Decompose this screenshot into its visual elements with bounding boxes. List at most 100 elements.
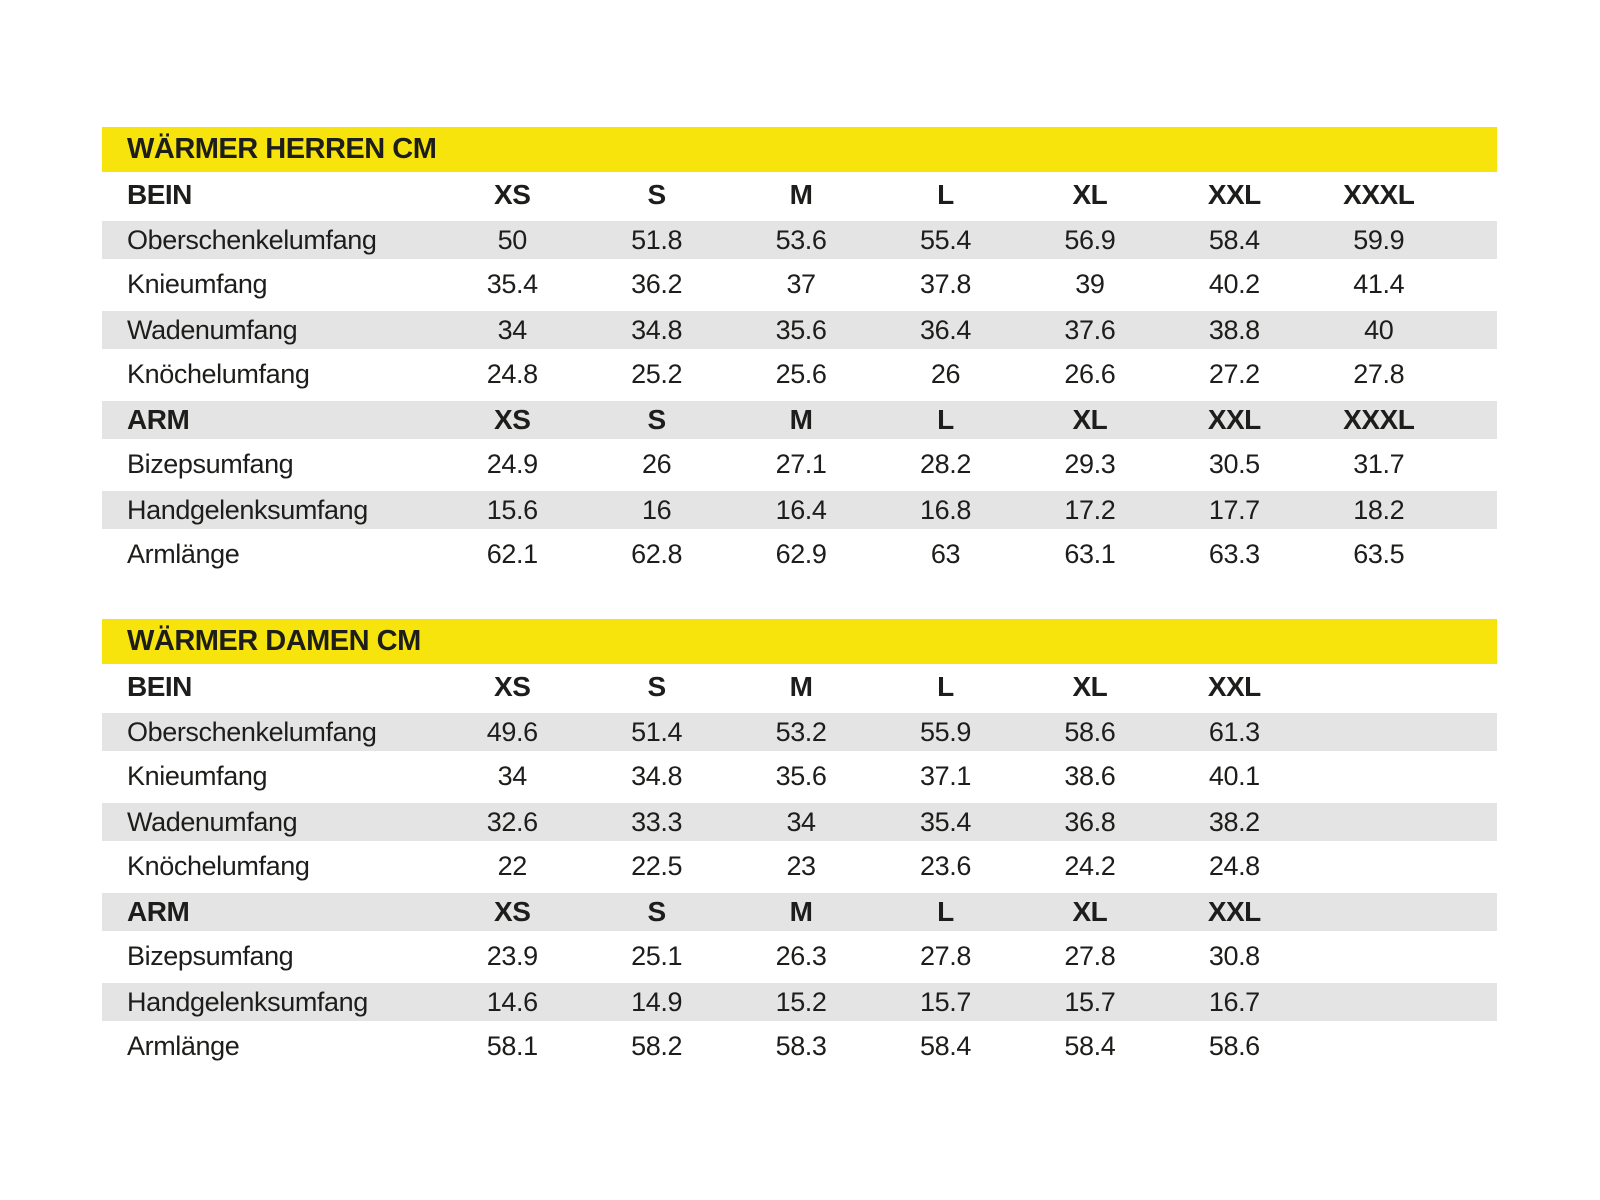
size-header-cell: L [937, 896, 954, 927]
value-cell: 35.6 [775, 314, 827, 345]
value-cell: 16.4 [775, 494, 827, 525]
value-cell: 23 [786, 851, 816, 881]
size-header-cell: S [647, 670, 667, 702]
value-cell: 24.8 [1208, 851, 1260, 881]
size-header-cell: XL [1072, 404, 1108, 435]
row-label: Handgelenksumfang [127, 986, 368, 1017]
row-label: Knöchelumfang [127, 359, 310, 389]
value-cell: 15.6 [486, 494, 538, 525]
value-cell: 63.3 [1208, 539, 1260, 569]
table-title-band: WÄRMER HERREN CM [102, 127, 1497, 172]
value-cell: 59.9 [1353, 224, 1405, 255]
table-row: Handgelenksumfang 15.6 16 16.4 16.8 17.2 17.7 1… [102, 487, 1497, 532]
value-cell: 30.5 [1208, 449, 1260, 479]
value-cell: 22.5 [631, 851, 683, 881]
section-header-label: BEIN [127, 178, 192, 210]
value-cell: 35.4 [486, 269, 538, 299]
size-header-cell: M [789, 178, 813, 210]
value-cell: 38.8 [1208, 314, 1260, 345]
value-cell: 35.4 [920, 806, 971, 837]
size-header-cell: L [937, 404, 954, 435]
value-cell: 55.9 [920, 716, 971, 747]
value-cell: 33.3 [631, 806, 683, 837]
value-cell: 58.4 [1208, 224, 1260, 255]
row-label: Knieumfang [127, 761, 268, 791]
row-label: Oberschenkelumfang [127, 716, 377, 747]
value-cell: 58.6 [1064, 716, 1116, 747]
value-cell: 58.2 [631, 1031, 683, 1061]
value-cell: 51.4 [631, 716, 683, 747]
value-cell: 41.4 [1353, 269, 1405, 299]
table-rows: BEIN XS S M L XL XXL Oberschenkelumfang 49.6 51.4… [102, 664, 1497, 1069]
size-table-damen: WÄRMER DAMEN CM BEIN XS S M L XL XXL Oberschenk… [102, 619, 1497, 1069]
size-header-cell: XL [1072, 670, 1108, 702]
value-cell: 22 [497, 851, 528, 881]
table-row: Handgelenksumfang 14.6 14.9 15.2 15.7 15.7 16.… [102, 979, 1497, 1024]
table-row: Knieumfang 34 34.8 35.6 37.1 38.6 40.1 [102, 754, 1497, 799]
row-label: Wadenumfang [127, 806, 298, 837]
value-cell: 56.9 [1064, 224, 1116, 255]
size-header-cell: XS [494, 404, 531, 435]
value-cell: 63.1 [1064, 539, 1116, 569]
value-cell: 26.3 [775, 941, 827, 971]
value-cell: 36.8 [1064, 806, 1116, 837]
section-header-row: ARM XS S M L XL XXL XXXL [102, 397, 1497, 442]
value-cell: 18.2 [1353, 494, 1405, 525]
row-label: Knöchelumfang [127, 851, 310, 881]
value-cell: 37.6 [1064, 314, 1116, 345]
value-cell: 15.2 [775, 986, 827, 1017]
value-cell: 27.8 [920, 941, 971, 971]
size-header-cell: XXL [1207, 178, 1261, 210]
table-row: Knöchelumfang 24.8 25.2 25.6 26 26.6 27.2 27.8 [102, 352, 1497, 397]
value-cell: 53.6 [775, 224, 827, 255]
value-cell: 58.4 [920, 1031, 971, 1061]
value-cell: 34 [786, 806, 816, 837]
size-header-cell: M [789, 404, 813, 435]
value-cell: 34 [497, 761, 528, 791]
value-cell: 58.4 [1064, 1031, 1116, 1061]
size-header-cell: XL [1072, 896, 1108, 927]
value-cell: 61.3 [1208, 716, 1260, 747]
value-cell: 29.3 [1064, 449, 1116, 479]
value-cell: 63 [930, 539, 961, 569]
table-row: Oberschenkelumfang 49.6 51.4 53.2 55.9 58.6 61… [102, 709, 1497, 754]
value-cell: 15.7 [920, 986, 971, 1017]
value-cell: 28.2 [920, 449, 971, 479]
value-cell: 36.2 [631, 269, 683, 299]
value-cell: 40 [1364, 314, 1394, 345]
table-row: Bizepsumfang 23.9 25.1 26.3 27.8 27.8 30.8 [102, 934, 1497, 979]
value-cell: 62.1 [486, 539, 538, 569]
size-header-cell: S [647, 404, 667, 435]
size-header-cell: L [937, 670, 954, 702]
value-cell: 58.3 [775, 1031, 827, 1061]
value-cell: 27.2 [1208, 359, 1260, 389]
value-cell: 32.6 [486, 806, 538, 837]
table-rows: BEIN XS S M L XL XXL XXXL Oberschenkelumfang 50 51… [102, 172, 1497, 577]
table-row: Oberschenkelumfang 50 51.8 53.6 55.4 56.9 58.4… [102, 217, 1497, 262]
value-cell: 39 [1075, 269, 1105, 299]
value-cell: 25.2 [631, 359, 683, 389]
size-header-cell: XXL [1207, 670, 1261, 702]
value-cell: 16.8 [920, 494, 971, 525]
value-cell: 26 [930, 359, 961, 389]
value-cell: 25.1 [631, 941, 683, 971]
value-cell: 26.6 [1064, 359, 1116, 389]
value-cell: 38.6 [1064, 761, 1116, 791]
table-title: WÄRMER HERREN CM [127, 133, 437, 165]
value-cell: 40.1 [1208, 761, 1260, 791]
value-cell: 31.7 [1353, 449, 1405, 479]
value-cell: 49.6 [486, 716, 538, 747]
table-row: Armlänge 58.1 58.2 58.3 58.4 58.4 58.6 [102, 1024, 1497, 1069]
size-header-cell: XS [494, 670, 531, 702]
table-row: Armlänge 62.1 62.8 62.9 63 63.1 63.3 63.5 [102, 532, 1497, 577]
value-cell: 27.1 [775, 449, 827, 479]
value-cell: 62.9 [775, 539, 827, 569]
value-cell: 24.2 [1064, 851, 1116, 881]
row-label: Bizepsumfang [127, 941, 294, 971]
table-row: Wadenumfang 34 34.8 35.6 36.4 37.6 38.8 40 [102, 307, 1497, 352]
size-table-herren: WÄRMER HERREN CM BEIN XS S M L XL XXL XXXL Obers… [102, 127, 1497, 577]
value-cell: 30.8 [1208, 941, 1260, 971]
value-cell: 37 [786, 269, 816, 299]
value-cell: 53.2 [775, 716, 827, 747]
value-cell: 23.9 [486, 941, 538, 971]
